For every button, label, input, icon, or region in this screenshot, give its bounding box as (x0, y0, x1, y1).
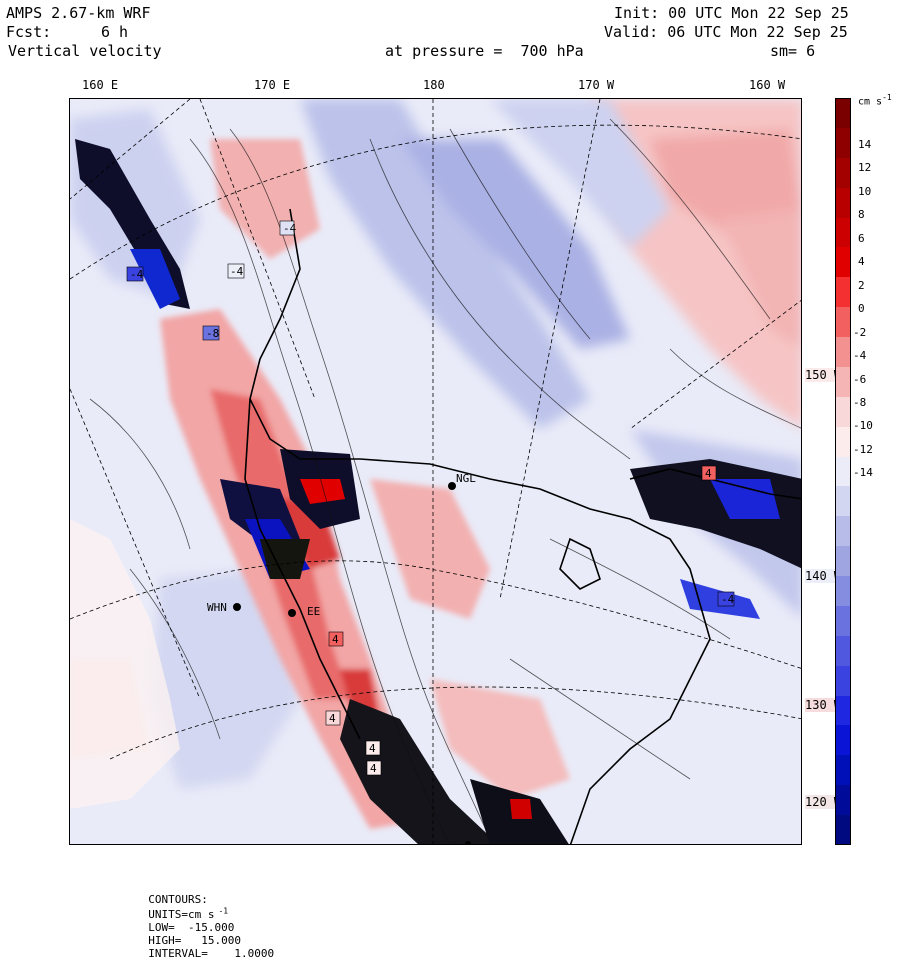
colorbar-cell (835, 217, 851, 248)
graticule (70, 99, 801, 844)
colorbar-tick-label: 0 (858, 302, 865, 316)
colorbar-cell (835, 426, 851, 458)
colorbar-tick-label: -8 (853, 395, 867, 409)
contour-label: -4 (130, 268, 144, 281)
colorbar-tick-label: 14 (858, 138, 872, 151)
map-panel: -4 -4 -4 -8 4 4 4 -4 4 4 NGL WHN (69, 98, 802, 845)
contour-label: -4 (283, 222, 297, 235)
contour-label: 4 (705, 467, 712, 480)
lon-label-160w: 160 W (749, 78, 786, 92)
colorbar-cell (835, 546, 851, 577)
colorbar-tick-label: 4 (858, 255, 865, 269)
stations: NGL WHN EE (207, 472, 476, 844)
colorbar-tick-label: -10 (853, 419, 873, 433)
contour-label: 4 (369, 742, 376, 755)
valid-time: Valid: 06 UTC Mon 22 Sep 25 (604, 23, 848, 41)
colorbar-tick-label: 12 (858, 161, 872, 175)
field-name: Vertical velocity (8, 42, 162, 60)
model-title: AMPS 2.67-km WRF (6, 4, 151, 22)
colorbar-cell (835, 307, 851, 338)
station-ee-label: EE (307, 605, 320, 618)
contour-label: 4 (370, 762, 377, 775)
contour-label: -8 (206, 327, 219, 340)
contour-label: 4 (332, 633, 339, 646)
colorbar-tick-label: -4 (853, 349, 867, 363)
contour-label-boxes: -4 -4 -4 -8 4 4 4 -4 4 4 (126, 220, 735, 776)
coastline (244, 208, 801, 844)
colorbar-cell (835, 695, 851, 726)
colorbar-cell (835, 665, 851, 697)
colorbar-cell (835, 98, 851, 129)
station-ee-marker (288, 609, 296, 617)
footer-low: LOW= -15.000 (148, 920, 235, 934)
footer-units: UNITS=cm s -1 (148, 906, 229, 921)
colorbar-cell (835, 576, 851, 607)
lon-label-160e: 160 E (82, 78, 119, 92)
colorbar-tick-label: 10 (858, 184, 872, 198)
station-marker-south (465, 841, 471, 844)
colorbar-units: cm s-1 (858, 93, 892, 108)
station-whn-label: WHN (207, 601, 227, 614)
lon-label-170w: 170 W (578, 78, 615, 92)
colorbar-cell (835, 635, 851, 667)
colorbar-cell (835, 157, 851, 189)
colorbar-tick-label: -14 (853, 466, 873, 480)
station-whn-marker (233, 603, 241, 611)
colorbar-cell (835, 337, 851, 368)
contour-label: -4 (230, 265, 244, 278)
forecast-label: Fcst: (6, 23, 52, 41)
contour-lines (89, 118, 801, 844)
colorbar-tick-label: 2 (858, 278, 865, 292)
footer-high: HIGH= 15.000 (148, 933, 241, 947)
ice-shelf (70, 519, 180, 809)
colorbar-cell (835, 366, 851, 398)
colorbar-cell (835, 277, 851, 308)
colorbar-tick-label: 8 (858, 208, 865, 222)
colorbar-cell (835, 456, 851, 487)
intense-mountain-cells (75, 139, 801, 844)
map-svg: -4 -4 -4 -8 4 4 4 -4 4 4 NGL WHN (70, 99, 801, 844)
contour-label: -4 (721, 593, 735, 606)
lon-label-180: 180 (423, 78, 445, 92)
colorbar-cell (835, 815, 851, 846)
colorbar-cell (835, 785, 851, 816)
colorbar-cell (835, 605, 851, 637)
colorbar-tick-label: -2 (853, 325, 867, 339)
colorbar-tick-label: -6 (853, 372, 867, 386)
smoothing: sm= 6 (770, 42, 816, 60)
init-time: Init: 00 UTC Mon 22 Sep 25 (614, 4, 849, 22)
colorbar-cell (835, 725, 851, 756)
station-ngl-marker (448, 482, 456, 490)
lon-label-170e: 170 E (254, 78, 291, 92)
colorbar-cell (835, 516, 851, 547)
pressure-level: at pressure = 700 hPa (385, 42, 584, 60)
station-ngl-label: NGL (456, 472, 476, 485)
colorbar-tick-label: 6 (858, 231, 865, 245)
colorbar-tick-label: -12 (853, 442, 873, 456)
colorbar-cell (835, 127, 851, 159)
colorbar-cell (835, 187, 851, 218)
colorbar-cell (835, 486, 851, 517)
colorbar-cell (835, 247, 851, 278)
colorbar-cell (835, 396, 851, 428)
contour-label: 4 (329, 712, 336, 725)
footer-interval: INTERVAL= 1.0000 (148, 946, 275, 960)
contour-info: CONTOURS: UNITS=cm s -1 LOW= -15.000 HIGH… (135, 880, 278, 960)
forecast-hour: 6 h (101, 23, 129, 41)
colorbar-cell (835, 755, 851, 786)
